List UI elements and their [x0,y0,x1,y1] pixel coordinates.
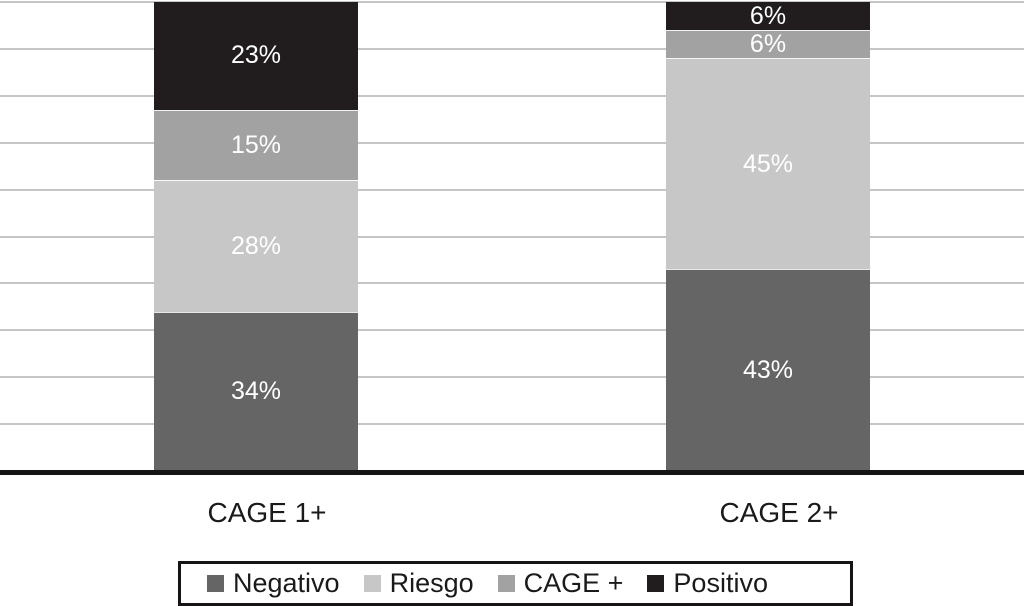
gridline [0,423,1024,426]
segment-positivo: 6% [666,1,870,31]
gridline [0,47,1024,50]
gridline [0,94,1024,97]
segment-value-label: 43% [742,356,794,385]
x-axis-line [0,470,1024,475]
legend-label-negativo: Negativo [233,568,340,598]
gridline [0,282,1024,285]
segment-value-label: 6% [749,30,787,59]
legend-item-positivo: Positivo [647,570,768,597]
legend-item-riesgo: Riesgo [363,568,474,598]
legend-swatch-riesgo [363,575,381,592]
segment-riesgo: 28% [154,180,358,312]
gridline [0,329,1024,332]
segment-value-label: 28% [230,231,282,260]
legend-swatch-positivo [647,575,665,592]
segment-cage-plus: 15% [154,109,358,181]
legend-label-positivo: Positivo [673,568,768,598]
segment-cage-plus: 6% [666,30,870,59]
legend: Negativo Riesgo CAGE + Positivo [178,561,853,606]
legend-item-cage-plus: CAGE + [497,568,624,598]
segment-value-label: 15% [230,131,282,160]
segment-negativo: 43% [666,269,870,471]
gridline [0,376,1024,379]
segment-riesgo: 45% [666,58,870,270]
legend-swatch-negativo [207,575,224,592]
plot-area: 23% 15% 28% 34% 6% 6% 45% 43% [0,1,1024,471]
category-label-cage-2-plus: CAGE 2+ [719,497,839,528]
legend-label-riesgo: Riesgo [389,568,474,598]
gridline [0,235,1024,238]
legend-label-cage-plus: CAGE + [523,568,624,598]
segment-value-label: 45% [742,149,794,178]
gridline [0,1,1024,3]
bar-cage-2-plus: 6% 6% 45% 43% [666,2,870,471]
segment-value-label: 34% [230,377,282,406]
bar-cage-1-plus: 23% 15% 28% 34% [154,2,358,471]
legend-swatch-cage-plus [497,575,515,592]
segment-negativo: 34% [154,311,358,471]
segment-value-label: 23% [230,41,282,70]
gridline [0,141,1024,144]
segment-positivo: 23% [154,2,358,110]
category-label-cage-1-plus: CAGE 1+ [207,497,327,528]
segment-value-label: 6% [749,1,787,30]
gridline [0,188,1024,191]
legend-item-negativo: Negativo [207,570,340,597]
